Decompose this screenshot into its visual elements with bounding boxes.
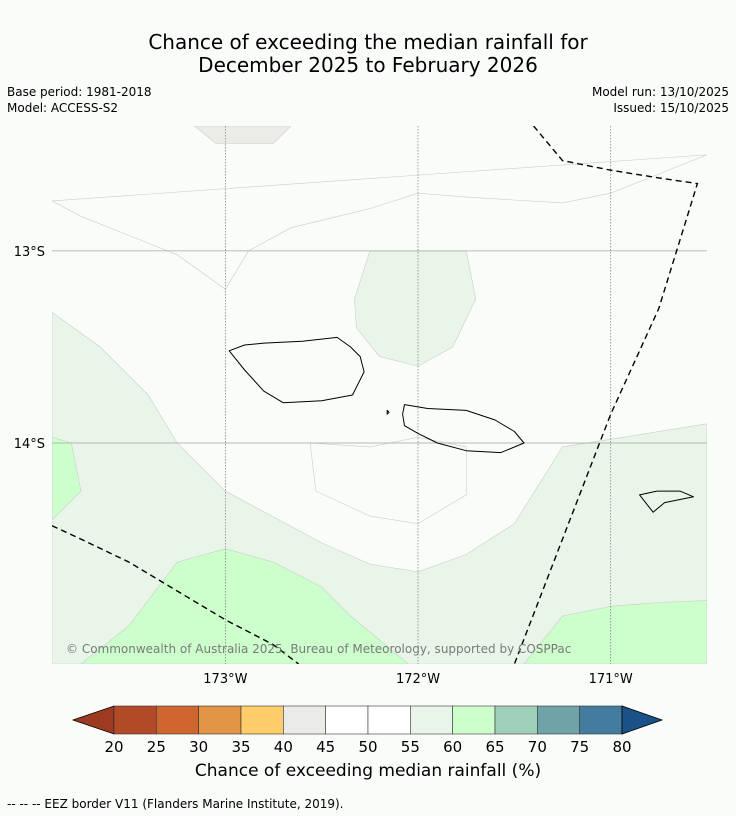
colorbar-tick-label: 80 [612, 738, 631, 756]
colorbar-segment-40-45 [283, 705, 326, 735]
colorbar-tick-label: 65 [485, 738, 504, 756]
base-period-label: Base period: 1981-2018 [7, 85, 152, 99]
colorbar: 20 25 30 35 40 45 50 55 60 65 70 75 80 [71, 705, 664, 756]
probability-region-5 [523, 600, 707, 664]
colorbar-title: Chance of exceeding median rainfall (%) [194, 761, 542, 781]
colorbar-segment-25-30 [156, 705, 199, 735]
colorbar-segment-35-40 [240, 705, 284, 735]
lon-tick-label: 173°W [203, 672, 247, 687]
island-upolu [402, 404, 525, 454]
colorbar-segment-75-80 [579, 705, 623, 735]
colorbar-tick-label: 45 [316, 738, 335, 756]
rainfall-map: 173°W 172°W 171°W 13°S 14°S © Commonwealth o… [14, 126, 707, 756]
probability-region-7 [52, 154, 707, 290]
chart-title-line2: December 2025 to February 2026 [198, 53, 538, 77]
probability-region-0 [194, 126, 292, 144]
eez-legend-note: -- -- -- EEZ border V11 (Flanders Marine… [7, 797, 344, 811]
probability-region-3 [52, 436, 82, 521]
colorbar-tick-label: 70 [528, 738, 547, 756]
colorbar-tick-label: 60 [443, 738, 462, 756]
colorbar-tick-label: 75 [570, 738, 589, 756]
island-savaii [228, 336, 365, 404]
chart-title-line1: Chance of exceeding the median rainfall … [148, 30, 588, 54]
model-label: Model: ACCESS-S2 [7, 101, 119, 115]
colorbar-tick-label: 20 [104, 738, 123, 756]
colorbar-segment-70-75 [537, 705, 580, 735]
colorbar-tick-label: 55 [401, 738, 420, 756]
colorbar-segment-45-50 [325, 705, 369, 735]
lat-tick-label: 14°S [14, 437, 45, 452]
colorbar-tick-label: 40 [274, 738, 293, 756]
colorbar-tick-label: 35 [231, 738, 250, 756]
graticule [52, 126, 707, 664]
colorbar-segment-30-35 [198, 705, 242, 735]
eez-border [52, 126, 699, 664]
lat-tick-label: 13°S [14, 245, 45, 260]
colorbar-tick-label: 50 [358, 738, 377, 756]
colorbar-segment-55-60 [410, 705, 453, 735]
lon-tick-label: 171°W [589, 672, 633, 687]
copyright-notice: © Commonwealth of Australia 2025, Bureau… [66, 642, 571, 656]
colorbar-segment-65-70 [494, 705, 538, 735]
island-outlines [228, 336, 694, 513]
colorbar-segment-20-25 [113, 705, 157, 735]
colorbar-over-triangle [621, 705, 664, 735]
colorbar-under-triangle [71, 705, 115, 735]
island-tutuila [639, 490, 694, 513]
eez-segment-1 [52, 525, 300, 664]
model-run-label: Model run: 13/10/2025 [591, 85, 729, 99]
colorbar-tick-label: 25 [147, 738, 166, 756]
probability-region-6 [309, 436, 467, 525]
colorbar-segment-60-65 [452, 705, 496, 735]
eez-segment-0 [513, 126, 699, 664]
colorbar-tick-label: 30 [189, 738, 208, 756]
probability-region-4 [80, 548, 409, 664]
lon-tick-label: 172°W [396, 672, 440, 687]
probability-regions [52, 126, 707, 664]
colorbar-segment-50-55 [367, 705, 411, 735]
axis-tick-labels: 173°W 172°W 171°W 13°S 14°S [14, 245, 633, 687]
island-manono [386, 409, 390, 415]
issued-label: Issued: 15/10/2025 [613, 101, 729, 115]
